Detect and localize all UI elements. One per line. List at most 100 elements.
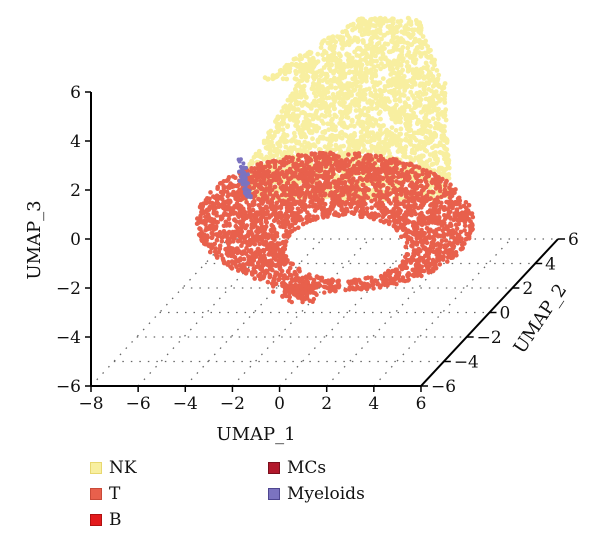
nk-point	[349, 137, 354, 143]
nk-point	[395, 134, 401, 140]
nk-point	[345, 95, 351, 100]
nk-point	[405, 45, 411, 51]
nk-point	[428, 78, 433, 83]
t-point	[343, 287, 348, 293]
t-point	[427, 196, 432, 202]
t-point	[344, 157, 350, 162]
t-point	[274, 215, 280, 221]
nk-point	[435, 95, 441, 100]
nk-point	[382, 46, 387, 51]
nk-point	[390, 48, 396, 54]
nk-point	[335, 91, 341, 96]
nk-point	[282, 139, 287, 145]
nk-point	[319, 68, 324, 74]
nk-point	[352, 74, 358, 79]
t-point	[466, 202, 472, 208]
t-point	[388, 201, 394, 206]
t-point	[420, 199, 425, 204]
nk-point	[369, 122, 375, 128]
nk-point	[430, 66, 436, 72]
nk-point	[382, 87, 388, 93]
t-point	[434, 242, 440, 247]
nk-point	[404, 52, 410, 58]
nk-point	[357, 87, 363, 93]
nk-point	[354, 53, 360, 58]
t-point	[349, 186, 355, 191]
t-point	[278, 179, 284, 184]
nk-point	[339, 85, 345, 91]
t-point	[416, 173, 421, 178]
nk-point	[394, 79, 399, 85]
t-point	[428, 203, 433, 208]
nk-point	[390, 76, 396, 82]
nk-point	[270, 73, 276, 78]
nk-point	[341, 124, 347, 130]
nk-point	[402, 147, 408, 153]
nk-point	[369, 102, 374, 107]
nk-point	[327, 109, 332, 114]
nk-point	[308, 62, 313, 68]
nk-point	[417, 89, 423, 95]
nk-point	[338, 81, 344, 86]
nk-point	[305, 102, 311, 108]
t-point	[270, 267, 275, 273]
t-point	[424, 193, 430, 198]
nk-point	[369, 30, 374, 35]
nk-point	[373, 106, 379, 111]
nk-point	[309, 130, 315, 136]
t-point	[377, 285, 383, 290]
nk-point	[430, 161, 436, 167]
t-point	[408, 236, 413, 242]
t-point	[383, 218, 389, 224]
nk-point	[282, 67, 288, 73]
t-point	[402, 215, 408, 220]
nk-point	[372, 88, 378, 93]
t-point	[271, 158, 277, 164]
nk-point	[372, 70, 378, 76]
nk-point	[300, 87, 305, 93]
t-point	[438, 204, 444, 209]
nk-point	[391, 90, 397, 96]
t-point	[463, 200, 469, 205]
nk-point	[343, 91, 349, 97]
nk-point	[394, 47, 399, 52]
nk-point	[395, 149, 401, 154]
t-point	[235, 238, 241, 244]
t-point	[219, 239, 225, 244]
nk-point	[379, 146, 385, 152]
nk-point	[329, 39, 335, 44]
nk-point	[418, 23, 424, 28]
nk-point	[368, 18, 373, 23]
nk-point	[370, 145, 376, 151]
nk-point	[421, 153, 426, 159]
nk-point	[374, 48, 379, 53]
nk-point	[375, 41, 380, 47]
nk-point	[436, 116, 441, 122]
t-point	[419, 222, 425, 228]
t-point	[462, 228, 467, 233]
nk-point	[299, 65, 305, 71]
t-point	[284, 169, 290, 174]
nk-point	[297, 100, 302, 106]
nk-point	[336, 76, 342, 82]
nk-point	[358, 47, 364, 52]
nk-point	[417, 143, 422, 149]
nk-point	[249, 161, 255, 166]
nk-point	[307, 58, 313, 63]
t-point	[447, 195, 453, 201]
t-point	[369, 275, 374, 281]
nk-point	[299, 134, 304, 140]
nk-point	[354, 138, 360, 144]
nk-point	[299, 143, 305, 148]
nk-point	[385, 30, 391, 36]
t-point	[332, 189, 338, 195]
nk-point	[405, 96, 411, 102]
nk-point	[378, 98, 384, 103]
nk-point	[358, 129, 364, 135]
nk-point	[352, 26, 358, 31]
t-point	[235, 246, 240, 251]
nk-point	[347, 38, 353, 44]
nk-point	[346, 83, 352, 89]
nk-point	[380, 76, 386, 81]
t-point	[426, 189, 432, 195]
